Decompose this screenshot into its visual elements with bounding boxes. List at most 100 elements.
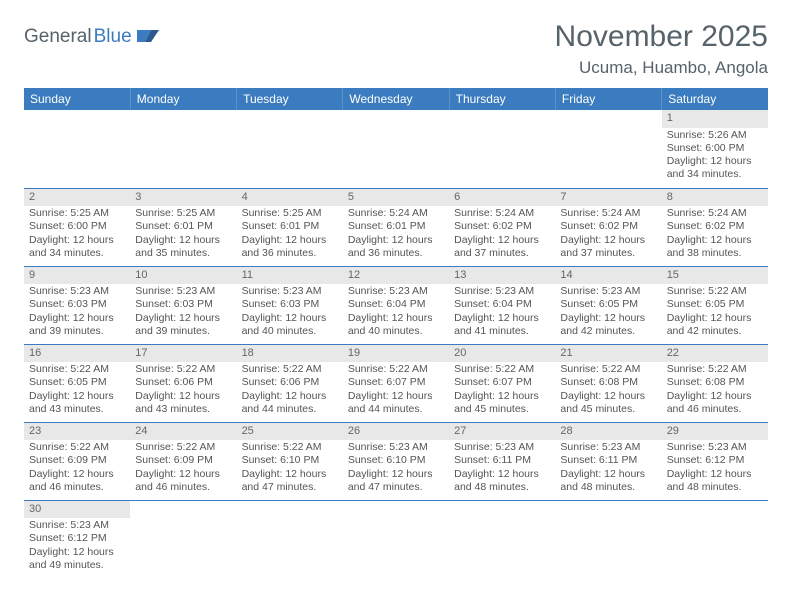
calendar-day: 21Sunrise: 5:22 AMSunset: 6:08 PMDayligh… (555, 344, 661, 422)
calendar-day: 23Sunrise: 5:22 AMSunset: 6:09 PMDayligh… (24, 422, 130, 500)
calendar-empty (237, 110, 343, 188)
day-details: Sunrise: 5:23 AMSunset: 6:12 PMDaylight:… (24, 518, 130, 575)
day-details: Sunrise: 5:22 AMSunset: 6:07 PMDaylight:… (343, 362, 449, 419)
calendar-day: 6Sunrise: 5:24 AMSunset: 6:02 PMDaylight… (449, 188, 555, 266)
calendar-empty (130, 110, 236, 188)
day-details: Sunrise: 5:24 AMSunset: 6:02 PMDaylight:… (555, 206, 661, 263)
day-number: 21 (555, 345, 661, 363)
day-number: 15 (662, 267, 768, 285)
weekday-header: Thursday (449, 88, 555, 110)
day-details: Sunrise: 5:22 AMSunset: 6:09 PMDaylight:… (130, 440, 236, 497)
calendar-day: 7Sunrise: 5:24 AMSunset: 6:02 PMDaylight… (555, 188, 661, 266)
calendar-empty (24, 110, 130, 188)
page-header: General Blue November 2025 Ucuma, Huambo… (24, 20, 768, 78)
calendar-day: 22Sunrise: 5:22 AMSunset: 6:08 PMDayligh… (662, 344, 768, 422)
calendar-day: 9Sunrise: 5:23 AMSunset: 6:03 PMDaylight… (24, 266, 130, 344)
day-details: Sunrise: 5:25 AMSunset: 6:01 PMDaylight:… (130, 206, 236, 263)
calendar-day: 13Sunrise: 5:23 AMSunset: 6:04 PMDayligh… (449, 266, 555, 344)
calendar-week: 9Sunrise: 5:23 AMSunset: 6:03 PMDaylight… (24, 266, 768, 344)
title-block: November 2025 Ucuma, Huambo, Angola (555, 20, 768, 78)
calendar-day: 2Sunrise: 5:25 AMSunset: 6:00 PMDaylight… (24, 188, 130, 266)
day-number: 29 (662, 423, 768, 441)
day-details: Sunrise: 5:22 AMSunset: 6:09 PMDaylight:… (24, 440, 130, 497)
logo: General Blue (24, 26, 159, 48)
calendar-day: 11Sunrise: 5:23 AMSunset: 6:03 PMDayligh… (237, 266, 343, 344)
day-details: Sunrise: 5:23 AMSunset: 6:03 PMDaylight:… (24, 284, 130, 341)
day-number: 24 (130, 423, 236, 441)
calendar-day: 17Sunrise: 5:22 AMSunset: 6:06 PMDayligh… (130, 344, 236, 422)
calendar-table: SundayMondayTuesdayWednesdayThursdayFrid… (24, 88, 768, 578)
logo-text-2: Blue (94, 26, 132, 48)
calendar-day: 5Sunrise: 5:24 AMSunset: 6:01 PMDaylight… (343, 188, 449, 266)
weekday-header: Tuesday (237, 88, 343, 110)
day-details: Sunrise: 5:22 AMSunset: 6:10 PMDaylight:… (237, 440, 343, 497)
location-text: Ucuma, Huambo, Angola (555, 58, 768, 78)
day-details: Sunrise: 5:23 AMSunset: 6:04 PMDaylight:… (343, 284, 449, 341)
calendar-day: 29Sunrise: 5:23 AMSunset: 6:12 PMDayligh… (662, 422, 768, 500)
calendar-day: 30Sunrise: 5:23 AMSunset: 6:12 PMDayligh… (24, 500, 130, 578)
day-details: Sunrise: 5:22 AMSunset: 6:06 PMDaylight:… (130, 362, 236, 419)
calendar-week: 23Sunrise: 5:22 AMSunset: 6:09 PMDayligh… (24, 422, 768, 500)
day-number: 6 (449, 189, 555, 207)
calendar-day: 4Sunrise: 5:25 AMSunset: 6:01 PMDaylight… (237, 188, 343, 266)
day-details: Sunrise: 5:23 AMSunset: 6:12 PMDaylight:… (662, 440, 768, 497)
day-details: Sunrise: 5:24 AMSunset: 6:02 PMDaylight:… (449, 206, 555, 263)
weekday-header: Saturday (662, 88, 768, 110)
calendar-day: 8Sunrise: 5:24 AMSunset: 6:02 PMDaylight… (662, 188, 768, 266)
day-details: Sunrise: 5:25 AMSunset: 6:01 PMDaylight:… (237, 206, 343, 263)
day-details: Sunrise: 5:24 AMSunset: 6:01 PMDaylight:… (343, 206, 449, 263)
day-details: Sunrise: 5:23 AMSunset: 6:03 PMDaylight:… (237, 284, 343, 341)
calendar-day: 15Sunrise: 5:22 AMSunset: 6:05 PMDayligh… (662, 266, 768, 344)
day-number: 26 (343, 423, 449, 441)
calendar-day: 19Sunrise: 5:22 AMSunset: 6:07 PMDayligh… (343, 344, 449, 422)
day-number: 3 (130, 189, 236, 207)
day-number: 9 (24, 267, 130, 285)
calendar-week: 1Sunrise: 5:26 AMSunset: 6:00 PMDaylight… (24, 110, 768, 188)
day-number: 2 (24, 189, 130, 207)
calendar-header-row: SundayMondayTuesdayWednesdayThursdayFrid… (24, 88, 768, 110)
calendar-week: 2Sunrise: 5:25 AMSunset: 6:00 PMDaylight… (24, 188, 768, 266)
calendar-day: 25Sunrise: 5:22 AMSunset: 6:10 PMDayligh… (237, 422, 343, 500)
calendar-empty (130, 500, 236, 578)
day-number: 10 (130, 267, 236, 285)
day-details: Sunrise: 5:23 AMSunset: 6:05 PMDaylight:… (555, 284, 661, 341)
day-number: 19 (343, 345, 449, 363)
calendar-day: 16Sunrise: 5:22 AMSunset: 6:05 PMDayligh… (24, 344, 130, 422)
day-details: Sunrise: 5:23 AMSunset: 6:10 PMDaylight:… (343, 440, 449, 497)
day-details: Sunrise: 5:23 AMSunset: 6:04 PMDaylight:… (449, 284, 555, 341)
day-details: Sunrise: 5:23 AMSunset: 6:03 PMDaylight:… (130, 284, 236, 341)
weekday-header: Friday (555, 88, 661, 110)
day-number: 27 (449, 423, 555, 441)
day-number: 17 (130, 345, 236, 363)
day-number: 13 (449, 267, 555, 285)
day-number: 22 (662, 345, 768, 363)
day-details: Sunrise: 5:22 AMSunset: 6:06 PMDaylight:… (237, 362, 343, 419)
calendar-day: 18Sunrise: 5:22 AMSunset: 6:06 PMDayligh… (237, 344, 343, 422)
logo-text-1: General (24, 26, 92, 48)
calendar-empty (662, 500, 768, 578)
day-details: Sunrise: 5:25 AMSunset: 6:00 PMDaylight:… (24, 206, 130, 263)
calendar-day: 27Sunrise: 5:23 AMSunset: 6:11 PMDayligh… (449, 422, 555, 500)
calendar-week: 30Sunrise: 5:23 AMSunset: 6:12 PMDayligh… (24, 500, 768, 578)
month-title: November 2025 (555, 20, 768, 54)
day-number: 14 (555, 267, 661, 285)
calendar-day: 28Sunrise: 5:23 AMSunset: 6:11 PMDayligh… (555, 422, 661, 500)
day-number: 11 (237, 267, 343, 285)
day-number: 7 (555, 189, 661, 207)
day-number: 18 (237, 345, 343, 363)
day-details: Sunrise: 5:23 AMSunset: 6:11 PMDaylight:… (449, 440, 555, 497)
calendar-empty (343, 110, 449, 188)
calendar-empty (343, 500, 449, 578)
day-details: Sunrise: 5:22 AMSunset: 6:05 PMDaylight:… (662, 284, 768, 341)
day-details: Sunrise: 5:24 AMSunset: 6:02 PMDaylight:… (662, 206, 768, 263)
day-details: Sunrise: 5:23 AMSunset: 6:11 PMDaylight:… (555, 440, 661, 497)
day-details: Sunrise: 5:26 AMSunset: 6:00 PMDaylight:… (662, 128, 768, 185)
day-number: 12 (343, 267, 449, 285)
day-number: 16 (24, 345, 130, 363)
calendar-empty (555, 500, 661, 578)
calendar-day: 10Sunrise: 5:23 AMSunset: 6:03 PMDayligh… (130, 266, 236, 344)
day-number: 23 (24, 423, 130, 441)
calendar-body: 1Sunrise: 5:26 AMSunset: 6:00 PMDaylight… (24, 110, 768, 578)
day-details: Sunrise: 5:22 AMSunset: 6:08 PMDaylight:… (555, 362, 661, 419)
calendar-empty (555, 110, 661, 188)
